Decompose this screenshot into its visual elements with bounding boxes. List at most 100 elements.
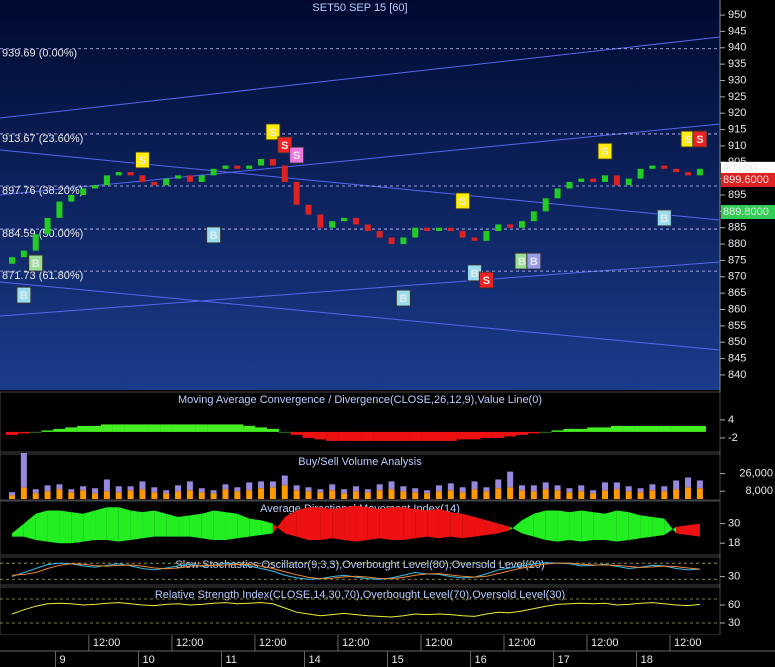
bar <box>492 431 505 438</box>
di-fill <box>12 523 24 537</box>
y-tick-label: 925 <box>728 91 746 103</box>
candle-body <box>376 230 383 238</box>
signal-label: S <box>696 134 703 146</box>
y-tick-label: 880 <box>728 238 746 250</box>
bar <box>480 431 493 438</box>
volume-bar <box>566 488 573 493</box>
volume-bar <box>388 489 395 500</box>
bar <box>183 424 196 432</box>
di-fill <box>47 510 60 544</box>
candle-body <box>103 175 110 186</box>
di-fill <box>106 507 119 542</box>
volume-bar <box>281 485 288 500</box>
y-tick-label: 855 <box>728 320 746 332</box>
bar <box>551 430 564 432</box>
candle-body <box>507 224 514 228</box>
volume-bar <box>56 489 63 500</box>
volume-bar <box>435 491 442 500</box>
candle-body <box>542 198 549 212</box>
di-fill <box>59 510 72 544</box>
bar <box>326 431 339 441</box>
volume-bar <box>186 481 193 491</box>
di-fill <box>427 508 439 539</box>
volume-bar <box>495 479 502 489</box>
trend-line <box>0 281 721 351</box>
volume-bar <box>210 493 217 500</box>
di-fill <box>688 523 700 537</box>
di-fill <box>510 520 522 534</box>
candle-body <box>222 165 229 169</box>
candle-body <box>661 165 668 169</box>
bar <box>219 424 232 432</box>
di-fill <box>415 508 428 539</box>
volume-bar <box>341 489 348 494</box>
x-tick-label: 12:00 <box>674 637 702 649</box>
volume-bar <box>80 486 87 491</box>
y-tick-label: 30 <box>728 570 740 582</box>
volume-bar <box>376 484 383 491</box>
bar <box>207 424 220 432</box>
volume-bar <box>518 490 525 500</box>
di-fill <box>154 510 167 537</box>
candle-body <box>554 188 561 199</box>
panel-bg <box>0 586 721 636</box>
di-fill <box>142 510 155 539</box>
di-fill <box>605 510 617 542</box>
candle-body <box>341 217 348 222</box>
candle-body <box>175 175 182 179</box>
volume-bar <box>56 484 63 490</box>
level-label: 913.67 (23.60%) <box>2 133 83 145</box>
bar <box>634 425 647 432</box>
trend-lines <box>0 36 721 351</box>
y-tick-label: 885 <box>728 222 746 234</box>
bar <box>302 431 315 438</box>
di-fill <box>533 510 546 540</box>
signal-label: B <box>530 256 538 268</box>
bar <box>373 431 386 441</box>
candle-body <box>625 178 632 186</box>
volume-bar <box>80 490 87 500</box>
volume-bar <box>210 490 217 494</box>
signal-marker <box>395 289 411 307</box>
bar <box>136 424 149 432</box>
day-label: 11 <box>225 654 236 666</box>
volume-bar <box>566 492 573 500</box>
volume-bar <box>530 491 537 500</box>
signal-marker <box>656 209 672 227</box>
chart-title: SET50 SEP 15 [60] <box>312 2 407 14</box>
volume-bar <box>637 492 644 500</box>
volume-bar <box>412 488 419 493</box>
volume-bar <box>495 488 502 500</box>
bar <box>77 425 90 432</box>
volume-bar <box>661 491 668 500</box>
day-label: 14 <box>309 654 321 666</box>
signal-label: B <box>399 293 407 305</box>
bar <box>172 424 185 432</box>
volume-bar <box>151 492 158 500</box>
bar <box>255 427 268 432</box>
volume-bar <box>222 489 229 500</box>
y-tick-label: 875 <box>728 254 746 266</box>
candle-body <box>447 227 454 231</box>
volume-bar <box>471 481 478 490</box>
di-fill <box>569 510 582 542</box>
trend-line <box>0 123 721 196</box>
candle-body <box>44 217 51 235</box>
panel-title: Relative Strength Index(CLOSE,14,30,70),… <box>155 589 565 601</box>
di-fill <box>498 523 511 534</box>
volume-bar <box>258 488 265 500</box>
volume-bar <box>317 489 324 493</box>
di-fill <box>23 513 36 540</box>
volume-bar <box>44 485 51 492</box>
candle-body <box>590 178 597 182</box>
y-tick-label: 895 <box>728 189 746 201</box>
signal-label: S <box>459 196 466 208</box>
volume-bar <box>139 481 146 490</box>
x-tick-label: 12:00 <box>259 637 287 649</box>
di-fill <box>272 517 285 534</box>
bar <box>41 430 54 432</box>
candle-body <box>400 237 407 245</box>
volume-bar <box>507 471 514 488</box>
x-tick-label: 12:00 <box>93 637 121 649</box>
